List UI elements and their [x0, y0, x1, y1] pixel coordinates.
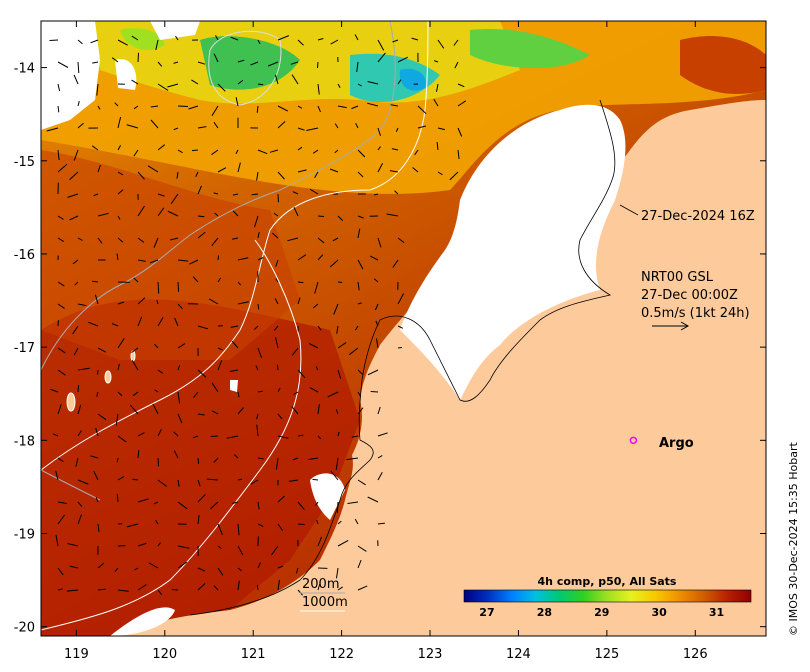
lon-tick-label: 126: [683, 647, 708, 662]
contour-1000m: [41, 21, 429, 471]
colorbar-tick-label: 28: [537, 606, 552, 619]
lon-tick-label: 124: [506, 647, 531, 662]
colorbar-tick-label: 30: [652, 606, 668, 619]
lat-tick-label: -14: [14, 62, 35, 77]
coastline: [189, 99, 616, 616]
lat-tick-label: -17: [14, 341, 35, 356]
lat-tick-label: -16: [14, 248, 35, 263]
contour-1000m-label: 1000m: [302, 595, 348, 610]
credit-text: © IMOS 30-Dec-2024 15:35 Hobart: [787, 441, 800, 636]
colorbar-tick-label: 29: [594, 606, 609, 619]
lon-tick-label: 122: [329, 647, 354, 662]
current-vectors: [46, 34, 467, 596]
lon-tick-label: 119: [64, 647, 89, 662]
lat-tick-label: -15: [14, 155, 35, 170]
longitude-ticks: 119 120 121 122 123 124 125 126: [64, 21, 708, 662]
current-time-label: 27-Dec 00:00Z: [641, 288, 738, 303]
lat-tick-label: -19: [14, 528, 35, 543]
map-plot-area: [41, 21, 766, 636]
lat-tick-label: -20: [14, 621, 35, 636]
colorbar-tick-label: 27: [479, 606, 494, 619]
colorbar-tick-label: 31: [709, 606, 724, 619]
contour-200m: [41, 21, 396, 371]
swath-time-label: 27-Dec-2024 16Z: [641, 209, 755, 224]
latitude-ticks: -14 -15 -16 -17 -18 -19 -20: [14, 62, 766, 636]
lat-tick-label: -18: [14, 434, 35, 449]
lon-tick-label: 123: [418, 647, 443, 662]
lon-tick-label: 120: [152, 647, 177, 662]
argo-label: Argo: [659, 436, 694, 451]
contour-200m-label: 200m: [302, 577, 339, 592]
scale-arrow-icon: [652, 321, 690, 331]
argo-float-marker[interactable]: [629, 436, 638, 445]
lon-tick-label: 121: [241, 647, 266, 662]
current-model-label: NRT00 GSL: [641, 270, 714, 285]
lon-tick-label: 125: [594, 647, 619, 662]
colorbar-title: 4h comp, p50, All Sats: [538, 575, 677, 588]
colorbar: 4h comp, p50, All Sats 27 28 29 30 31: [463, 575, 752, 619]
current-scale-label: 0.5m/s (1kt 24h): [641, 306, 750, 321]
map-frame: [40, 20, 767, 637]
